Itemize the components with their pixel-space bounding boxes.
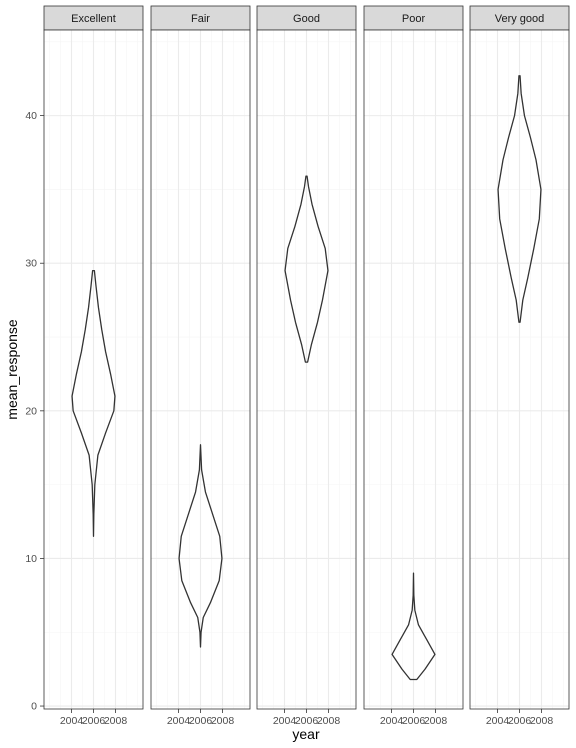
facet-strip <box>469 5 570 31</box>
violin-shape <box>391 572 436 681</box>
x-tick-label: 2008 <box>104 715 128 727</box>
facet-strip <box>363 5 464 31</box>
y-axis: 0 10 20 30 40 <box>25 110 44 713</box>
facet-strip <box>43 5 144 31</box>
facet-strip-label: Poor <box>402 13 426 25</box>
x-tick-label: 2006 <box>295 715 319 727</box>
x-tick-label: 2004 <box>273 715 297 727</box>
violin-shape <box>284 175 329 363</box>
x-tick-label: 2008 <box>530 715 554 727</box>
y-axis-title: mean_response <box>4 319 20 420</box>
violin-shape <box>178 444 223 648</box>
y-tick-label: 40 <box>25 110 37 122</box>
x-tick-label: 2004 <box>486 715 510 727</box>
y-tick-label: 10 <box>25 553 37 565</box>
x-tick-label: 2008 <box>424 715 448 727</box>
x-tick-label: 2008 <box>317 715 341 727</box>
x-tick-label: 2006 <box>508 715 532 727</box>
y-tick-label: 20 <box>25 405 37 417</box>
x-tick-label: 2006 <box>82 715 106 727</box>
x-tick-label: 2006 <box>402 715 426 727</box>
x-tick-label: 2004 <box>167 715 191 727</box>
facet-strip-label: Excellent <box>71 13 116 25</box>
facet-strip-label: Very good <box>495 13 545 25</box>
x-axis-title: year <box>292 726 320 742</box>
x-tick-label: 2004 <box>60 715 84 727</box>
y-tick-label: 30 <box>25 258 37 270</box>
x-tick-label: 2004 <box>380 715 404 727</box>
facet-strip-label: Good <box>293 13 320 25</box>
x-tick-label: 2008 <box>211 715 235 727</box>
facet-strip-label: Fair <box>191 13 210 25</box>
violin-shape <box>497 75 542 323</box>
violin-shape <box>71 269 116 537</box>
y-tick-label: 0 <box>31 701 37 713</box>
facet-panels: Excellent200420062008Fair200420062008Goo… <box>43 5 570 727</box>
x-tick-label: 2006 <box>189 715 213 727</box>
